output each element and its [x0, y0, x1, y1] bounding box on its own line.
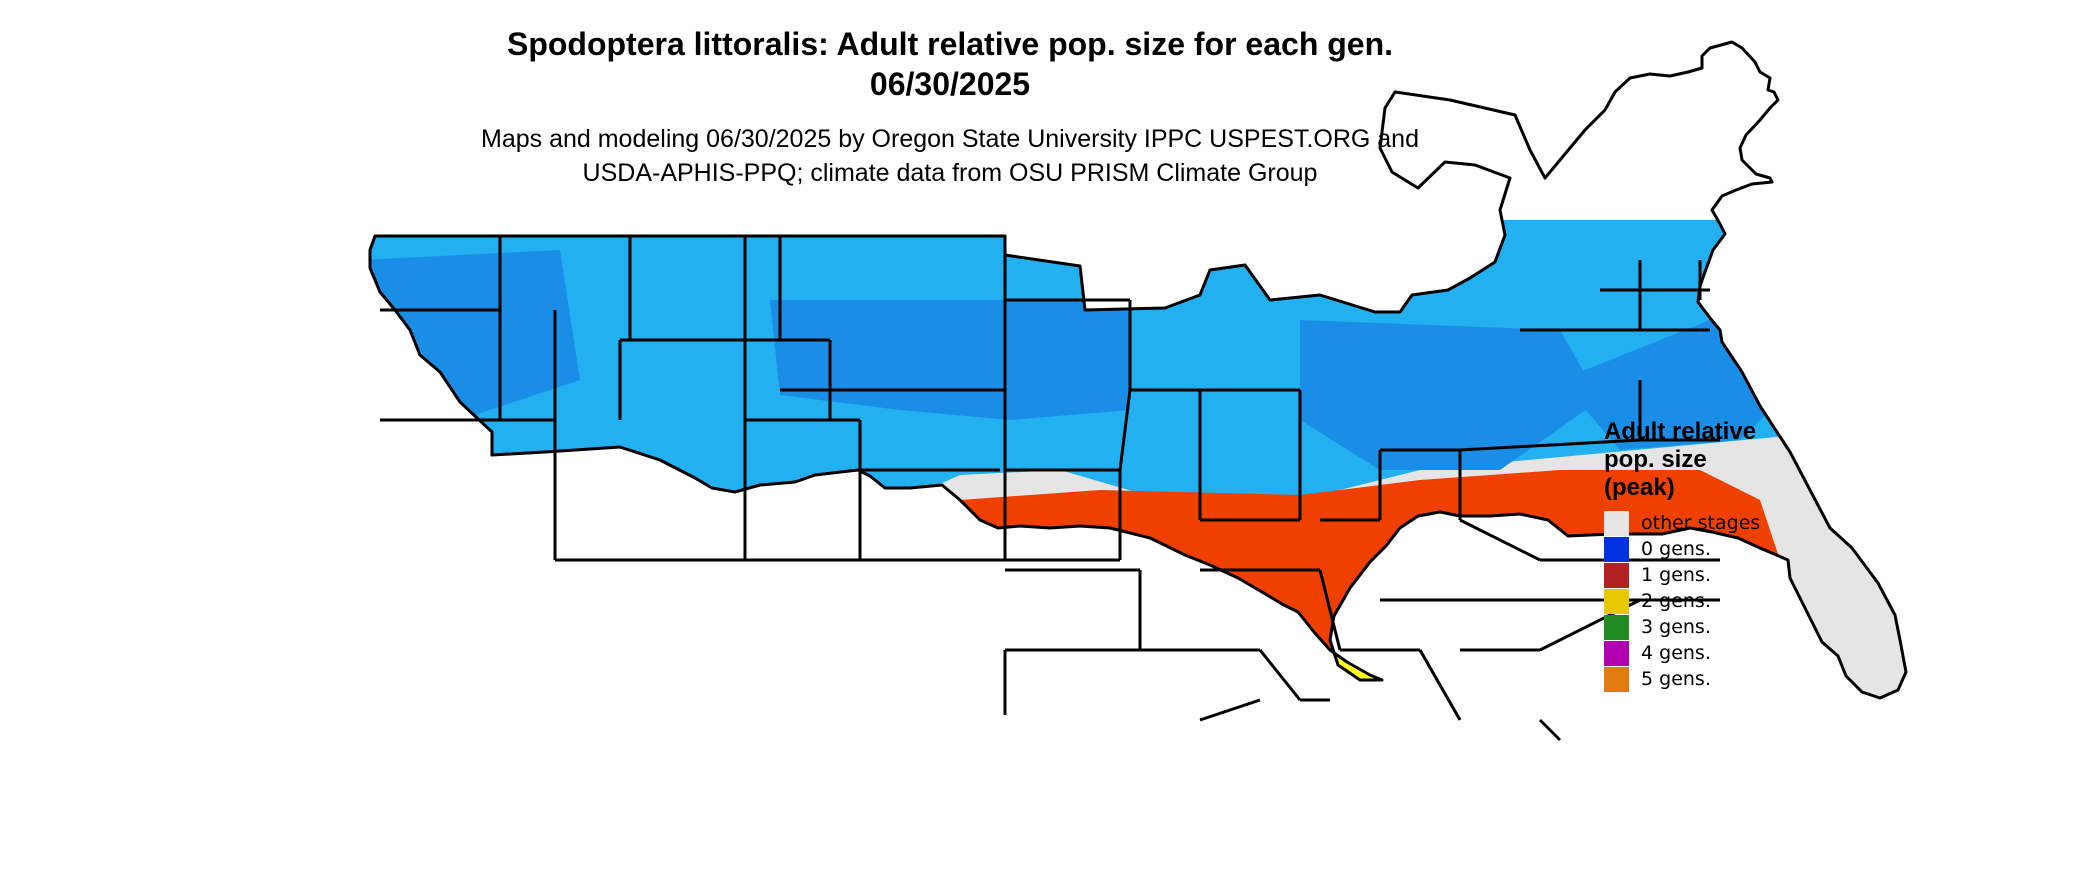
legend-label-0-gens: 0 gens. — [1641, 538, 1711, 560]
four-gens-region-texas — [868, 790, 884, 830]
one-gen-region-southwest — [560, 540, 720, 698]
legend-label-2-gens: 2 gens. — [1641, 590, 1711, 612]
two-gens-region-arizona — [520, 560, 620, 698]
legend-swatch-0-gens — [1604, 536, 1629, 562]
state-border-41 — [1318, 569, 1342, 651]
map-title-line-1: Spodoptera littoralis: Adult relative po… — [506, 26, 1394, 62]
legend-label-3-gens: 3 gens. — [1641, 616, 1711, 638]
three-gens-region-florida — [1540, 740, 1640, 820]
state-border-50 — [1459, 438, 1641, 452]
map-title: Spodoptera littoralis: Adult relative po… — [0, 24, 1900, 104]
state-border-42 — [1258, 649, 1302, 701]
legend-item-3-gens: 3 gens. — [1604, 614, 1764, 640]
state-border-60 — [1538, 718, 1562, 742]
legend-swatch-other-stages — [1604, 510, 1629, 536]
map-subtitle-line-1: Maps and modeling 06/30/2025 by Oregon S… — [481, 125, 1419, 153]
legend-swatch-2-gens — [1604, 588, 1629, 614]
state-border-47 — [1459, 518, 1541, 562]
legend-item-4-gens: 4 gens. — [1604, 640, 1764, 666]
legend-item-other-stages: other stages — [1604, 510, 1764, 536]
legend-label-4-gens: 4 gens. — [1641, 642, 1711, 664]
state-borders — [368, 40, 1908, 742]
state-border-44 — [1418, 649, 1462, 721]
map-subtitle-line-2: USDA-APHIS-PPQ; climate data from OSU PR… — [582, 159, 1318, 187]
three-gens-region-desert — [540, 620, 620, 690]
legend-title-line-3: (peak) — [1604, 474, 1675, 501]
zero-gens-region-midwest-core — [1300, 320, 1600, 470]
legend-swatch-4-gens — [1604, 640, 1629, 666]
legend-label-1-gens: 1 gens. — [1641, 564, 1711, 586]
legend-item-5-gens: 5 gens. — [1604, 666, 1764, 692]
legend-swatch-5-gens — [1604, 666, 1629, 692]
map-subtitle: Maps and modeling 06/30/2025 by Oregon S… — [0, 122, 1900, 190]
legend-label-5-gens: 5 gens. — [1641, 668, 1711, 690]
legend: Adult relative pop. size (peak) other st… — [1604, 418, 1764, 692]
legend-swatch-3-gens — [1604, 614, 1629, 640]
legend-item-0-gens: 0 gens. — [1604, 536, 1764, 562]
four-gens-region-florida — [1568, 836, 1594, 862]
legend-label-other-stages: other stages — [1641, 512, 1761, 534]
map-title-date: 06/30/2025 — [869, 66, 1031, 102]
us-outline — [368, 40, 1908, 700]
one-gen-region-california — [380, 450, 560, 680]
legend-title-line-1: Adult relative — [1604, 418, 1757, 445]
legend-item-1-gens: 1 gens. — [1604, 562, 1764, 588]
legend-swatch-1-gens — [1604, 562, 1629, 588]
state-border-59 — [1199, 698, 1261, 722]
legend-title: Adult relative pop. size (peak) — [1604, 418, 1764, 502]
state-border-29 — [1118, 389, 1132, 471]
legend-title-line-2: pop. size — [1604, 446, 1707, 473]
three-gens-region-texas-coast — [760, 740, 1050, 840]
legend-item-2-gens: 2 gens. — [1604, 588, 1764, 614]
